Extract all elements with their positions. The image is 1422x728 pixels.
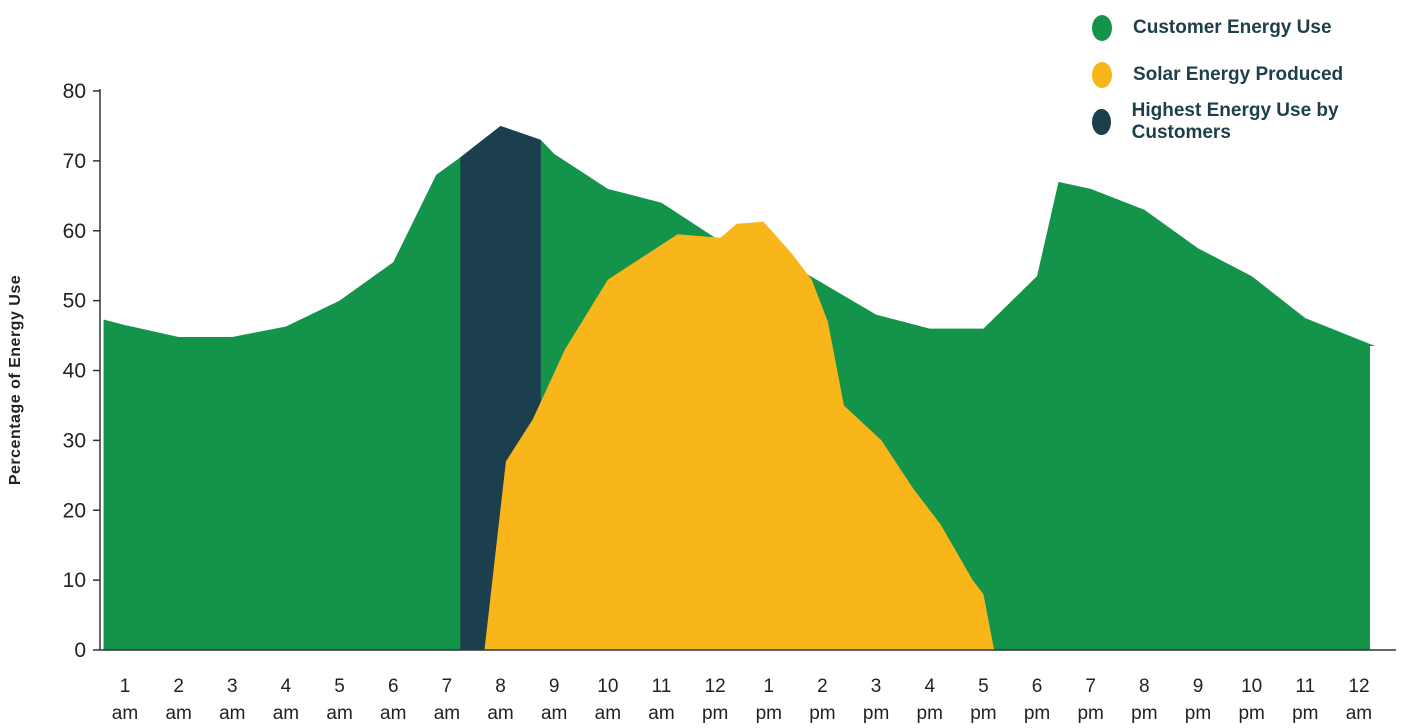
y-tick-label: 10 <box>63 569 86 592</box>
x-tick-label: 6 pm <box>1024 676 1050 724</box>
x-tick-label: 2 pm <box>809 676 835 724</box>
x-tick-label: 11 am <box>648 676 674 724</box>
x-tick-label: 4 am <box>273 676 299 724</box>
legend-item-highest-energy-use: Highest Energy Use by Customers <box>1092 98 1422 145</box>
chart-axes <box>99 89 1396 651</box>
x-axis-ticks: 1 am 2 am 3 am 4 am 5 am 6 am 7 am 8 am 9 am 10 am 11 am 12 pm 1… <box>112 676 1372 724</box>
chart-legend: Customer Energy Use Solar Energy Produce… <box>1092 4 1422 145</box>
x-tick-label: 12 am <box>1346 676 1372 724</box>
y-tick-label: 30 <box>63 429 86 452</box>
x-tick-label: 7 pm <box>1077 676 1103 724</box>
x-tick-label: 7 am <box>434 676 460 724</box>
x-tick-label: 9 am <box>541 676 567 724</box>
x-tick-label: 3 am <box>219 676 245 724</box>
solar-energy-produced-area <box>484 221 995 650</box>
x-tick-label: 11 pm <box>1292 676 1318 724</box>
y-tick-label: 70 <box>63 150 86 173</box>
y-tick-label: 80 <box>63 80 86 103</box>
x-tick-label: 10 pm <box>1238 676 1264 724</box>
legend-item-customer-energy-use: Customer Energy Use <box>1092 4 1422 51</box>
y-tick-label: 40 <box>63 360 86 383</box>
x-tick-label: 8 pm <box>1131 676 1157 724</box>
x-tick-label: 2 am <box>165 676 191 724</box>
x-tick-label: 9 pm <box>1185 676 1211 724</box>
legend-swatch-highest-energy-use <box>1092 108 1111 135</box>
legend-item-solar-energy-produced: Solar Energy Produced <box>1092 51 1422 98</box>
x-tick-label: 1 pm <box>756 676 782 724</box>
legend-label-customer-energy-use: Customer Energy Use <box>1133 16 1332 38</box>
y-tick-label: 0 <box>74 639 86 662</box>
x-tick-label: 3 pm <box>863 676 889 724</box>
legend-swatch-solar-energy-produced <box>1092 61 1112 88</box>
legend-label-solar-energy-produced: Solar Energy Produced <box>1133 63 1344 85</box>
y-tick-label: 60 <box>63 220 86 243</box>
y-axis-ticks: 0 10 20 30 40 50 60 70 80 <box>63 80 100 662</box>
y-tick-label: 50 <box>63 290 86 313</box>
x-tick-label: 12 pm <box>702 676 728 724</box>
x-tick-label: 5 am <box>326 676 352 724</box>
x-tick-label: 1 am <box>112 676 138 724</box>
legend-swatch-customer-energy-use <box>1092 14 1112 41</box>
legend-label-highest-energy-use: Highest Energy Use by Customers <box>1131 99 1339 143</box>
x-tick-label: 6 am <box>380 676 406 724</box>
y-axis-label: Percentage of Energy Use <box>7 275 24 485</box>
y-tick-label: 20 <box>63 499 86 522</box>
x-tick-label: 4 pm <box>917 676 943 724</box>
x-tick-label: 5 pm <box>970 676 996 724</box>
x-tick-label: 10 am <box>595 676 621 724</box>
x-tick-label: 8 am <box>487 676 513 724</box>
chart-areas <box>103 125 1376 650</box>
